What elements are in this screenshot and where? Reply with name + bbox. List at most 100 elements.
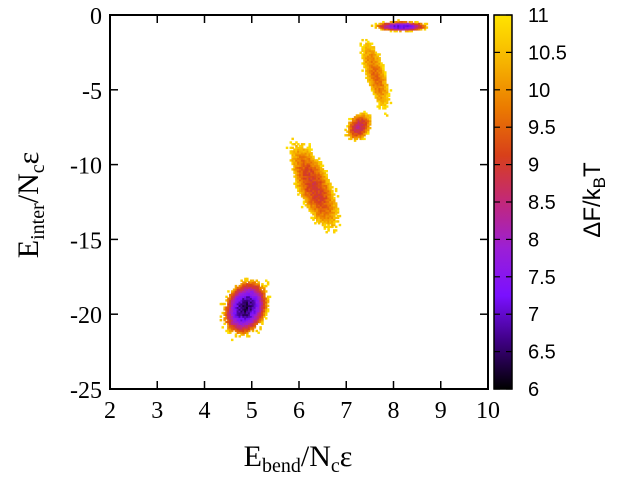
- heatmap-cell: [395, 28, 398, 31]
- heatmap-cell: [321, 187, 325, 191]
- heatmap-cell: [384, 80, 387, 83]
- heatmap-cell: [238, 297, 242, 300]
- heatmap-cell: [367, 119, 370, 123]
- heatmap-cell: [329, 204, 332, 207]
- heatmap-cell: [331, 211, 334, 214]
- heatmap-cell: [257, 317, 260, 320]
- heatmap-cell: [302, 150, 306, 153]
- heatmap-cell: [300, 157, 304, 160]
- heatmap-cell: [355, 132, 359, 135]
- heatmap-cell: [308, 184, 311, 187]
- heatmap-cell: [334, 189, 338, 193]
- heatmap-cell: [359, 44, 362, 47]
- heatmap-cell: [312, 187, 315, 191]
- heatmap-cell: [380, 99, 383, 103]
- heatmap-cell: [297, 187, 300, 191]
- heatmap-cell: [312, 205, 315, 209]
- heatmap-cell: [247, 308, 251, 311]
- heatmap-cell: [406, 24, 410, 27]
- heatmap-cell: [374, 92, 378, 96]
- heatmap-cell: [306, 178, 310, 182]
- heatmap-cell: [257, 299, 260, 302]
- heatmap-cell: [374, 51, 378, 54]
- heatmap-cell: [304, 193, 308, 196]
- heatmap-cell: [323, 211, 327, 214]
- heatmap-cell: [295, 171, 298, 175]
- heatmap-cell: [230, 292, 234, 295]
- heatmap-cell: [389, 20, 393, 24]
- heatmap-cell: [361, 132, 364, 135]
- heatmap-cell: [306, 171, 310, 175]
- heatmap-cell: [264, 301, 268, 304]
- heatmap-cell: [378, 69, 381, 72]
- heatmap-cell: [242, 301, 245, 304]
- heatmap-cell: [316, 175, 319, 178]
- heatmap-cell: [259, 295, 262, 299]
- heatmap-cell: [299, 146, 302, 150]
- heatmap-cell: [391, 28, 395, 31]
- heatmap-cell: [263, 313, 266, 316]
- heatmap-cell: [230, 338, 234, 342]
- heatmap-cell: [242, 299, 245, 302]
- heatmap-cell: [299, 191, 302, 194]
- heatmap-cell: [295, 175, 298, 178]
- heatmap-cell: [367, 80, 370, 83]
- heatmap-cell: [368, 74, 372, 78]
- heatmap-cell: [323, 196, 327, 200]
- heatmap-cell: [263, 286, 266, 290]
- heatmap-cell: [295, 162, 298, 166]
- heatmap-cell: [302, 168, 306, 171]
- heatmap-cell: [361, 53, 364, 56]
- heatmap-cell: [399, 26, 402, 29]
- heatmap-cell: [255, 304, 259, 308]
- heatmap-cell: [355, 134, 359, 137]
- heatmap-cell: [240, 324, 243, 327]
- heatmap-cell: [367, 78, 370, 81]
- heatmap-cell: [382, 24, 385, 27]
- heatmap-cell: [414, 22, 417, 26]
- heatmap-cell: [367, 55, 370, 58]
- heatmap-cell: [359, 123, 362, 126]
- heatmap-cell: [316, 207, 319, 211]
- heatmap-cell: [306, 186, 310, 189]
- heatmap-cell: [334, 225, 338, 229]
- heatmap-cell: [361, 112, 364, 115]
- heatmap-cell: [316, 168, 319, 171]
- heatmap-cell: [312, 157, 315, 160]
- heatmap-cell: [253, 302, 257, 306]
- heatmap-cell: [325, 214, 328, 218]
- heatmap-cell: [236, 310, 240, 313]
- heatmap-cell: [240, 318, 243, 322]
- heatmap-cell: [240, 310, 243, 313]
- heatmap-cell: [374, 26, 378, 29]
- heatmap-cell: [363, 46, 366, 49]
- heatmap-cell: [378, 64, 381, 67]
- heatmap-cell: [365, 65, 368, 69]
- heatmap-cell: [242, 302, 245, 306]
- heatmap-cell: [363, 49, 366, 53]
- heatmap-cell: [370, 83, 374, 87]
- heatmap-cell: [312, 166, 315, 169]
- heatmap-cell: [376, 73, 379, 76]
- heatmap-cell: [255, 306, 259, 309]
- heatmap-cell: [370, 62, 374, 65]
- heatmap-cell: [234, 295, 238, 299]
- heatmap-cell: [317, 196, 321, 200]
- heatmap-cell: [372, 51, 376, 54]
- heatmap-cell: [382, 64, 385, 67]
- heatmap-cell: [306, 184, 310, 187]
- heatmap-cell: [246, 279, 249, 282]
- heatmap-cell: [370, 73, 374, 76]
- heatmap-cell: [263, 306, 266, 309]
- heatmap-cell: [255, 315, 259, 318]
- heatmap-cell: [242, 311, 245, 315]
- heatmap-cell: [329, 187, 332, 191]
- heatmap-cell: [230, 326, 234, 329]
- heatmap-cell: [363, 134, 366, 137]
- heatmap-cell: [306, 182, 310, 185]
- heatmap-cell: [316, 166, 319, 169]
- heatmap-cell: [300, 164, 304, 167]
- heatmap-cell: [376, 67, 379, 71]
- heatmap-cell: [317, 168, 321, 171]
- heatmap-cell: [368, 58, 372, 62]
